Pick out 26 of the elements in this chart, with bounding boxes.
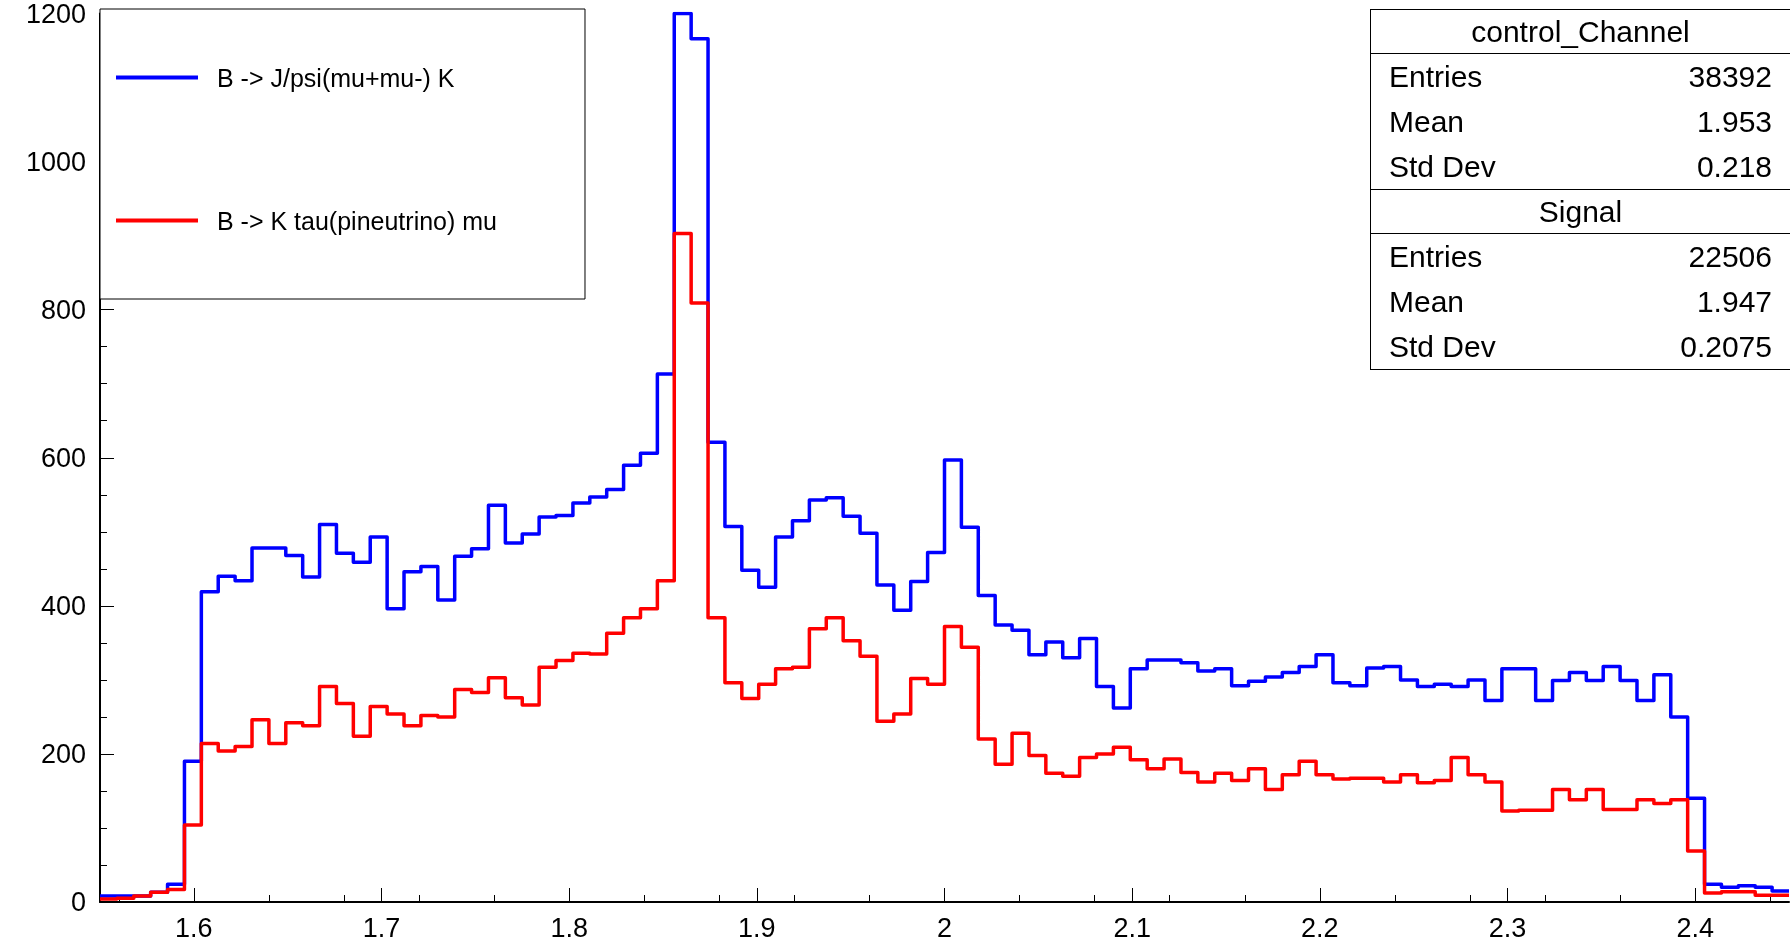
text: Entries 22506 [1389,240,1772,273]
x-tick-label: 2.3 [1488,912,1527,942]
x-tick-label: 1.7 [362,912,401,942]
y-tick-label: 1200 [25,0,86,29]
text: Std Dev 0.2075 [1389,330,1772,363]
y-tick-label: 200 [40,738,86,769]
y-tick-label: 400 [40,590,86,621]
y-tick-label: 600 [40,442,86,473]
legend-label: B -> J/psi(mu+mu-) K [217,63,455,92]
y-tick-label: 1000 [25,146,86,177]
text: Mean 1.947 [1389,285,1772,318]
annotation: control_Channel [1371,10,1790,54]
x-tick-label: 2.2 [1301,912,1339,942]
x-tick-label: 2 [936,912,953,942]
legend-label: B -> K tau(pineutrino) mu [217,206,497,235]
x-tick-label: 1.8 [550,912,588,942]
annotation: Signal [1371,189,1790,234]
x-tick-label: 1.6 [175,912,213,942]
text: Std Dev 0.218 [1389,150,1772,183]
x-tick-label: 2.1 [1113,912,1151,942]
y-tick-label: 800 [40,294,86,325]
x-tick-label: 2.4 [1676,912,1714,942]
y-tick-label: 0 [70,887,86,917]
x-tick-label: 1.9 [738,912,776,942]
text: Entries 38392 [1389,60,1772,93]
text: Mean 1.953 [1389,105,1772,138]
